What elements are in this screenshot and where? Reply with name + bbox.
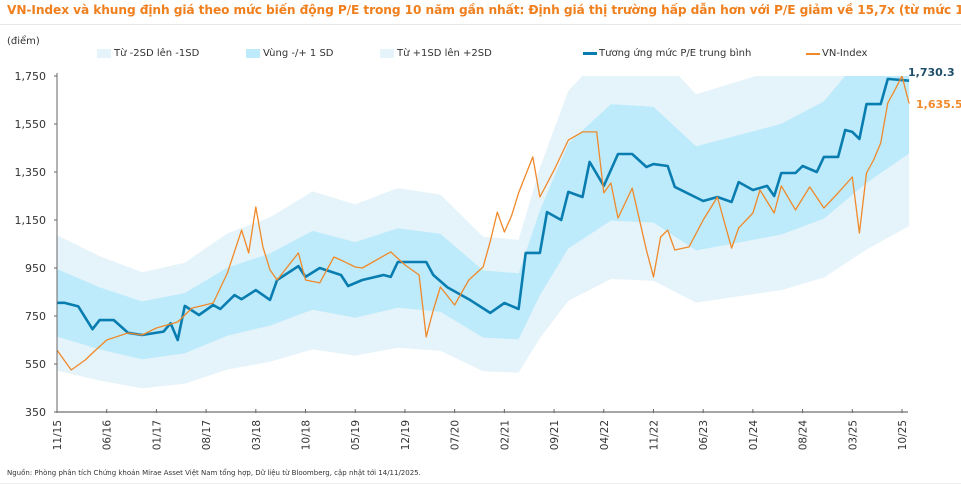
x-tick-label: 10/18 — [301, 420, 313, 450]
source-footnote: Nguồn: Phòng phân tích Chứng khoán Mirae… — [7, 469, 421, 477]
x-tick-label: 08/24 — [798, 420, 810, 451]
series-line-vn-index — [57, 76, 910, 371]
x-tick-label: 04/22 — [599, 420, 611, 450]
end-label-mean-pe: 1,730.3 — [908, 66, 955, 79]
footer-divider — [0, 483, 961, 484]
x-tick-label: 05/19 — [350, 420, 362, 450]
x-tick-label: 07/20 — [450, 420, 462, 450]
y-tick-label: 350 — [25, 406, 46, 419]
chart-title: VN-Index và khung định giá theo mức biến… — [7, 3, 961, 17]
y-tick-label: 1,350 — [15, 166, 47, 179]
x-tick-label: 12/19 — [400, 420, 412, 450]
series-line-mean-pe — [57, 77, 910, 342]
x-tick-label: 09/21 — [549, 420, 561, 450]
x-tick-label: 08/17 — [201, 420, 213, 450]
legend-item-plus-minus-1sd: Vùng -/+ 1 SD — [246, 48, 334, 59]
x-tick-label: 10/25 — [897, 420, 909, 450]
end-label-vn-index: 1,635.5 — [916, 98, 961, 111]
x-tick-label: 11/15 — [52, 420, 64, 450]
y-tick-label: 750 — [25, 310, 46, 323]
x-tick-label: 01/24 — [748, 420, 760, 451]
legend-swatch-outer-band — [380, 49, 394, 58]
legend-label: Tương ứng mức P/E trung bình — [599, 48, 752, 59]
legend-line-vn-index — [806, 52, 820, 55]
legend-swatch-outer-band — [97, 49, 111, 58]
y-tick-label: 1,150 — [15, 214, 47, 227]
x-tick-label: 06/16 — [102, 420, 114, 451]
legend-swatch-inner-band — [246, 49, 260, 58]
y-tick-label: 1,750 — [15, 70, 47, 83]
legend-item-vn-index: VN-Index — [806, 48, 867, 59]
legend-label: Từ +1SD lên +2SD — [397, 48, 492, 59]
legend-label: VN-Index — [822, 48, 868, 59]
x-tick-label: 11/22 — [648, 420, 660, 450]
legend-item-minus-2sd: Từ -2SD lên -1SD — [97, 48, 199, 59]
band-minus-2sd-to-minus-1sd — [57, 153, 910, 389]
x-tick-label: 01/17 — [151, 420, 163, 450]
legend-item-mean-pe: Tương ứng mức P/E trung bình — [583, 48, 751, 59]
x-tick-label: 02/21 — [499, 420, 511, 450]
legend-label: Vùng -/+ 1 SD — [263, 48, 334, 59]
legend-label: Từ -2SD lên -1SD — [114, 48, 200, 59]
x-tick-label: 03/25 — [847, 420, 859, 450]
band-plus-1sd-to-plus-2sd — [57, 76, 845, 302]
legend-line-mean — [583, 52, 597, 55]
y-tick-label: 550 — [25, 358, 46, 371]
band-plus-minus-1sd — [57, 76, 910, 360]
y-tick-label: 950 — [25, 262, 46, 275]
y-axis-unit-label: (điểm) — [7, 36, 40, 47]
plot-area — [57, 76, 910, 389]
y-tick-label: 1,550 — [15, 118, 47, 131]
x-tick-label: 03/18 — [251, 420, 263, 450]
title-divider — [0, 24, 961, 25]
legend-item-plus-2sd: Từ +1SD lên +2SD — [380, 48, 492, 59]
x-tick-label: 06/23 — [698, 420, 710, 450]
